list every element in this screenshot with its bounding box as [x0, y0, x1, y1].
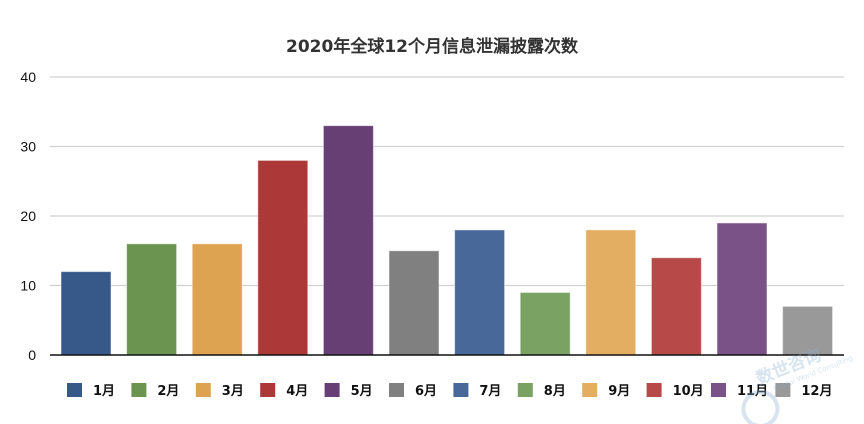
watermark-circle — [741, 389, 780, 424]
legend-swatch — [67, 383, 82, 397]
bar-2月 — [126, 243, 178, 356]
y-tick-label: 30 — [20, 139, 36, 155]
y-tick-label: 40 — [20, 69, 36, 85]
legend-swatch — [131, 383, 147, 397]
bar-1月 — [60, 271, 112, 356]
legend-label: 2月 — [157, 384, 179, 399]
legend-label: 8月 — [544, 384, 566, 399]
chart-title: 2020年全球12个月信息泄漏披露次数 — [286, 37, 578, 57]
bar-11月 — [716, 222, 768, 356]
bar-9月 — [585, 229, 637, 356]
bar-10月 — [650, 257, 702, 356]
bar-8月 — [519, 291, 571, 356]
legend-label: 3月 — [222, 384, 244, 399]
y-tick-label: 10 — [20, 278, 36, 294]
y-tick-label: 20 — [20, 208, 36, 224]
legend-swatch — [260, 383, 276, 397]
legend-label: 12月 — [801, 384, 832, 399]
legend-label: 11月 — [737, 384, 768, 399]
legend-swatch — [711, 383, 726, 397]
bar-4月 — [257, 159, 309, 356]
legend-label: 1月 — [93, 384, 115, 399]
legend-swatch — [389, 383, 404, 397]
legend-swatch — [582, 383, 598, 397]
legend-label: 10月 — [673, 384, 704, 399]
legend-label: 4月 — [286, 384, 308, 399]
legend-swatch — [453, 383, 469, 397]
legend-label: 7月 — [479, 384, 501, 399]
legend-label: 9月 — [608, 384, 630, 399]
bar-6月 — [388, 250, 440, 356]
legend-swatch — [775, 383, 791, 397]
bar-7月 — [454, 229, 506, 356]
legend-swatch — [324, 383, 340, 397]
bar-3月 — [191, 243, 243, 356]
bar-5月 — [322, 125, 374, 356]
legend-label: 6月 — [415, 384, 437, 399]
legend-swatch — [195, 383, 211, 397]
legend-label: 5月 — [351, 384, 373, 399]
legend-swatch — [517, 383, 533, 397]
y-tick-label: 0 — [28, 347, 36, 363]
bar-12月 — [782, 305, 834, 356]
legend-swatch — [646, 383, 662, 397]
